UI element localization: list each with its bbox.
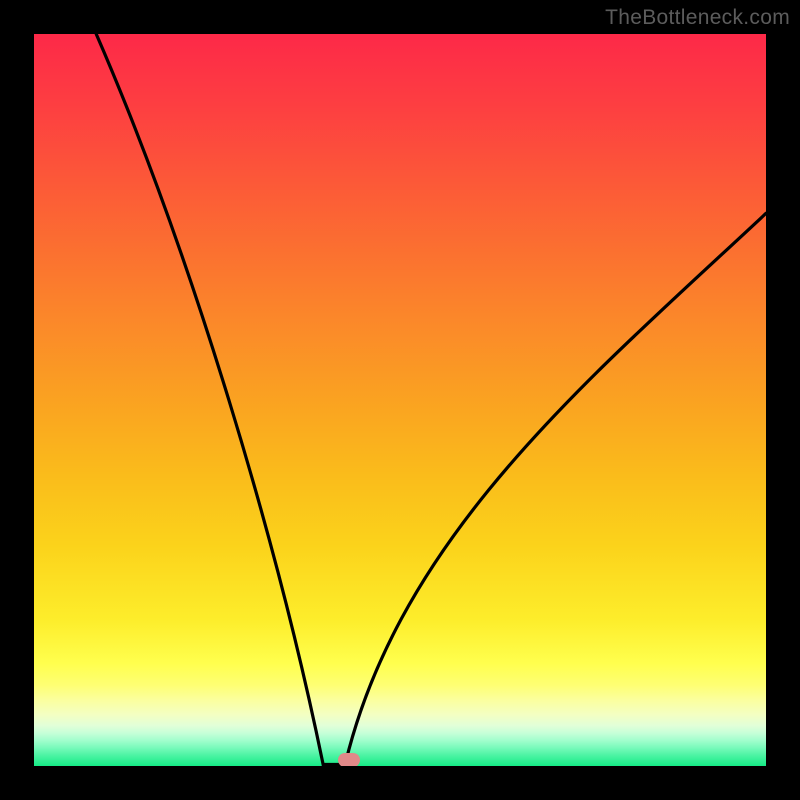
plot-area [34,34,766,766]
optimal-point-marker [338,753,360,766]
chart-container: TheBottleneck.com [0,0,800,800]
bottleneck-curve [34,34,766,766]
watermark-text: TheBottleneck.com [605,6,790,30]
